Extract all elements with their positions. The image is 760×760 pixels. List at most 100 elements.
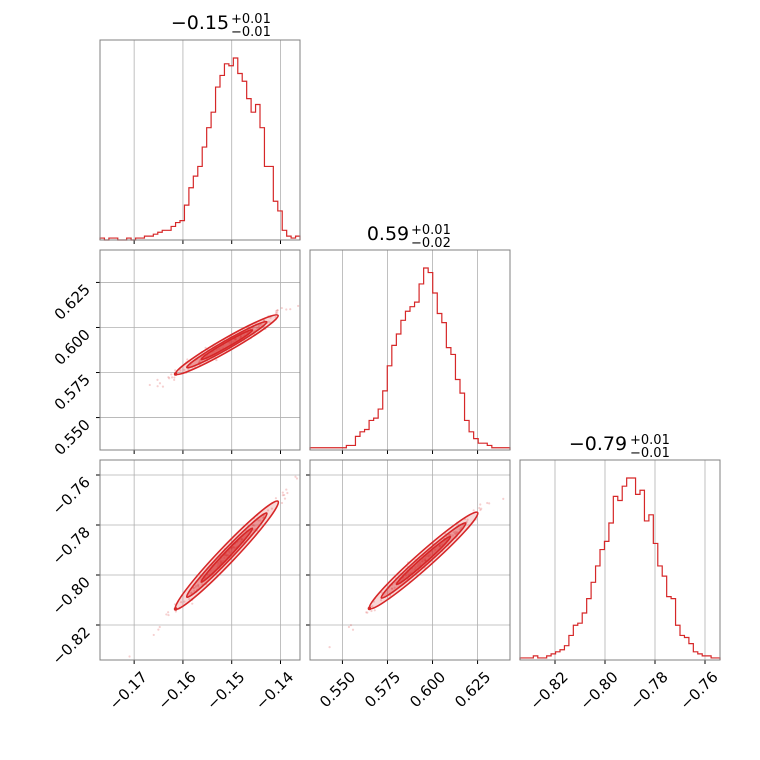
scatter-point [253,524,256,527]
title-param-1: −0.15 [171,12,229,34]
scatter-point [479,503,482,506]
scatter-point [270,507,274,510]
scatter-point [257,324,261,327]
scatter-panel-param-3-vs-2 [306,459,511,664]
scatter-point [158,382,162,385]
scatter-point [267,509,270,512]
x-tick-label-p1-0: 0.550 [316,668,359,711]
scatter-point [286,491,289,495]
scatter-point [319,457,321,459]
histogram-step-line [519,477,721,660]
scatter-point [188,598,191,601]
scatter-point [478,506,481,510]
scatter-point [148,383,151,387]
panel-frame [99,249,301,451]
title-param-1-plus: +0.01 [231,12,271,27]
scatter-point [174,369,177,372]
scatter-point [204,346,207,349]
scatter-point [455,531,458,535]
scatter-point [183,600,186,603]
histogram-panel-param-1 [99,39,301,244]
scatter-point [479,508,482,512]
scatter-point [257,326,260,329]
scatter-point [391,587,394,590]
scatter-point [198,359,201,362]
scatter-point [328,646,331,649]
x-tick-label-p1-2: 0.600 [406,668,449,711]
scatter-point [379,598,383,602]
scatter-point [486,501,489,505]
scatter-point [380,591,384,594]
x-tick-label-p2-2: −0.78 [627,668,672,713]
y-tick-label-p2-1: −0.80 [49,573,94,618]
title-param-3-minus: −0.01 [630,446,670,461]
tick-labels: −0.17 −0.16 −0.15 −0.14 0.550 0.575 0.60… [49,281,722,714]
y-tick-label-p2-2: −0.78 [49,523,94,568]
contour-endpoint [367,606,372,611]
title-param-2: 0.59 [367,223,409,245]
scatter-point [465,520,468,523]
scatter-point [197,585,200,588]
scatter-point [193,589,196,592]
scatter-point [274,312,278,315]
scatter-point [152,633,155,637]
scatter-point [466,518,469,521]
scatter-point [156,378,159,381]
scatter-point [460,526,463,529]
scatter-point [502,497,505,500]
scatter-point [317,465,319,467]
y-tick-label-p1-0: 0.550 [51,416,94,459]
x-tick-label-p1-1: 0.575 [361,668,404,711]
scatter-point [187,368,190,371]
scatter-point [373,609,376,612]
x-tick-label-p0-0: −0.17 [106,668,151,713]
scatter-point [366,611,369,614]
scatter-point [196,584,200,587]
scatter-point [472,509,475,512]
scatter-point [183,368,186,371]
scatter-point [281,491,284,494]
y-tick-label-p1-1: 0.575 [51,371,94,414]
scatter-point [294,475,297,478]
scatter-point [297,304,300,308]
histogram-step-line [309,267,511,450]
scatter-point [156,385,159,388]
x-tick-label-p0-1: −0.16 [154,668,199,713]
panel-frame [99,39,301,241]
scatter-point [167,613,170,617]
scatter-point [283,497,287,500]
scatter-point [275,310,278,313]
scatter-point [186,358,189,361]
scatter-point [458,528,461,531]
title-param-3-plus: +0.01 [630,433,670,448]
panel-frame [99,459,301,661]
scatter-point [191,602,194,605]
scatter-point [301,476,303,478]
scatter-point [347,625,351,629]
y-tick-label-p2-0: −0.82 [49,623,94,668]
scatter-point [197,583,200,586]
scatter-point [269,316,272,319]
scatter-point [454,532,458,536]
scatter-point [109,673,111,675]
scatter-point [295,477,299,480]
panel-frame [309,459,511,661]
scatter-point [167,376,170,379]
scatter-point [365,611,368,614]
scatter-point [480,507,483,510]
panel-frame [519,459,721,661]
scatter-point [351,628,355,631]
scatter-point [285,308,288,311]
title-param-1-minus: −0.01 [231,25,271,40]
scatter-point [174,610,178,613]
contour-endpoint [173,607,178,611]
scatter-point [451,534,454,537]
contour-level-3 [200,527,254,583]
scatter-point [190,592,193,595]
scatter-point [167,611,170,614]
scatter-point [173,376,176,379]
x-tick-label-p2-0: −0.82 [527,668,572,713]
contour-endpoint [173,372,178,376]
scatter-point [161,385,165,388]
